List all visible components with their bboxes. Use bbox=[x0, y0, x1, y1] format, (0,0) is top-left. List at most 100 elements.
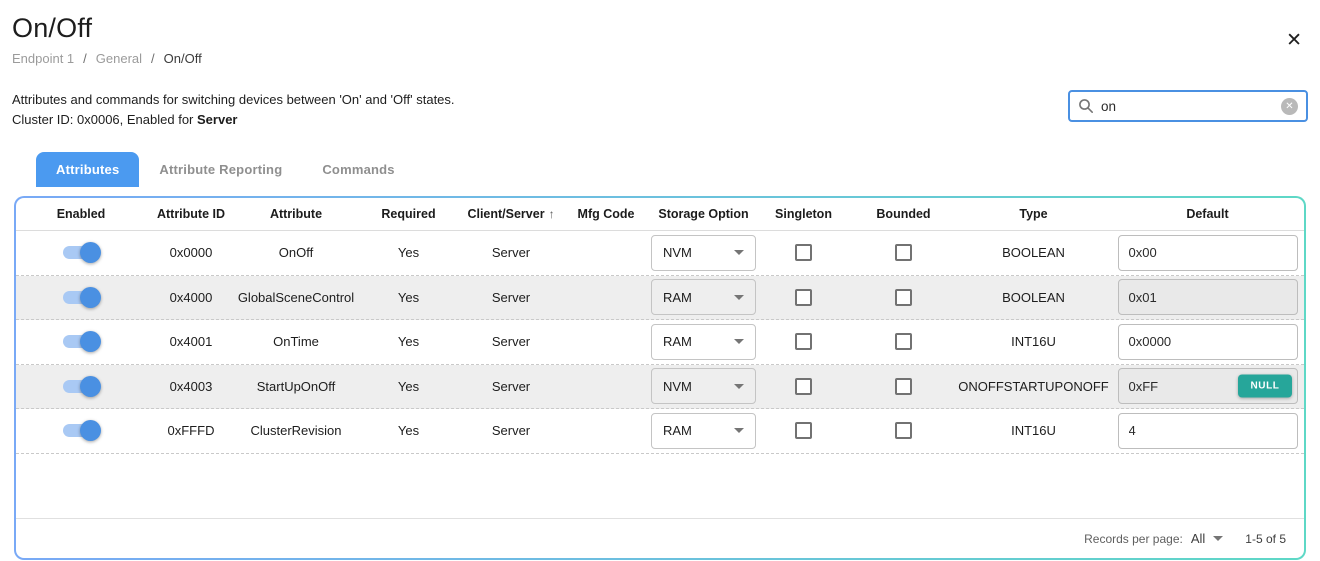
column-header-attribute[interactable]: Attribute bbox=[269, 207, 323, 221]
column-header-singleton[interactable]: Singleton bbox=[775, 207, 832, 221]
toggle-thumb bbox=[80, 420, 101, 442]
singleton-checkbox[interactable] bbox=[795, 422, 812, 440]
cell-default bbox=[1111, 279, 1304, 316]
cell-required: Yes bbox=[397, 334, 420, 350]
cell-client-server: Server bbox=[491, 334, 531, 350]
column-header-bounded[interactable]: Bounded bbox=[876, 207, 931, 221]
table-body: 0x0000 OnOff Yes Server NVM BOOLEAN 0x4000 Glob… bbox=[16, 231, 1304, 518]
pagination-range: 1-5 of 5 bbox=[1245, 531, 1286, 546]
singleton-checkbox[interactable] bbox=[795, 244, 812, 262]
storage-option-select[interactable]: RAM bbox=[651, 279, 756, 316]
cell-storage-option: RAM bbox=[651, 412, 756, 449]
column-header-attribute-id[interactable]: Attribute ID bbox=[156, 207, 226, 221]
enabled-toggle[interactable] bbox=[61, 242, 101, 264]
column-header-client-server[interactable]: Client/Server ↑ bbox=[467, 207, 555, 221]
storage-option-value: NVM bbox=[663, 245, 692, 261]
singleton-checkbox[interactable] bbox=[795, 333, 812, 351]
cell-bounded-checkbox bbox=[851, 333, 956, 351]
cell-attribute: OnOff bbox=[278, 245, 314, 261]
clear-search-icon[interactable]: ✕ bbox=[1281, 97, 1298, 115]
column-header-type[interactable]: Type bbox=[1019, 207, 1048, 221]
cell-singleton-checkbox bbox=[756, 244, 851, 262]
cell-default bbox=[1111, 412, 1304, 449]
cell-attribute-id: 0x4000 bbox=[169, 289, 213, 305]
chevron-down-icon bbox=[1213, 536, 1224, 541]
cell-enabled bbox=[16, 242, 146, 264]
cell-attribute-id: 0x0000 bbox=[169, 245, 213, 261]
default-value-wrapper: NULL bbox=[1117, 368, 1298, 405]
cell-singleton-checkbox bbox=[756, 288, 851, 306]
tab-attributes[interactable]: Attributes bbox=[36, 152, 140, 187]
default-value-input[interactable] bbox=[1117, 323, 1298, 360]
cell-default bbox=[1111, 234, 1304, 271]
search-input[interactable] bbox=[1101, 98, 1274, 114]
storage-option-value: NVM bbox=[663, 378, 692, 394]
cell-required: Yes bbox=[397, 378, 420, 394]
close-icon[interactable]: ✕ bbox=[1286, 30, 1302, 51]
onoff-cluster-dialog: On/Off ✕ Endpoint 1 / General / On/Off A… bbox=[0, 13, 1320, 561]
tab-attribute-reporting[interactable]: Attribute Reporting bbox=[159, 162, 283, 177]
cell-storage-option: NVM bbox=[651, 368, 756, 405]
breadcrumb-cluster: On/Off bbox=[163, 51, 202, 66]
default-value-input[interactable] bbox=[1117, 279, 1298, 316]
column-header-default[interactable]: Default bbox=[1186, 207, 1229, 221]
bounded-checkbox[interactable] bbox=[895, 377, 912, 395]
records-per-page-value: All bbox=[1190, 531, 1206, 546]
cell-client-server: Server bbox=[491, 378, 531, 394]
cell-attribute-id: 0xFFFD bbox=[167, 423, 215, 439]
bounded-checkbox[interactable] bbox=[895, 244, 912, 262]
column-header-storage-option[interactable]: Storage Option bbox=[658, 207, 749, 221]
chevron-down-icon bbox=[734, 250, 744, 256]
sort-ascending-icon: ↑ bbox=[548, 207, 555, 221]
cell-storage-option: NVM bbox=[651, 234, 756, 271]
records-per-page-select[interactable]: All bbox=[1190, 531, 1224, 546]
bounded-checkbox[interactable] bbox=[895, 288, 912, 306]
storage-option-value: RAM bbox=[663, 289, 692, 305]
attribute-search-box[interactable]: ✕ bbox=[1068, 90, 1308, 122]
chevron-down-icon bbox=[734, 428, 744, 434]
cell-attribute-id: 0x4001 bbox=[169, 334, 213, 350]
cluster-tabs: Attributes Attribute Reporting Commands bbox=[36, 152, 1320, 187]
enabled-toggle[interactable] bbox=[61, 331, 101, 353]
storage-option-select[interactable]: RAM bbox=[651, 412, 756, 449]
tab-commands[interactable]: Commands bbox=[322, 162, 395, 177]
default-value-wrapper bbox=[1117, 279, 1298, 316]
default-value-input[interactable] bbox=[1117, 412, 1298, 449]
enabled-toggle[interactable] bbox=[61, 286, 101, 308]
cell-attribute: StartUpOnOff bbox=[256, 378, 336, 394]
table-row: 0x4000 GlobalSceneControl Yes Server RAM BOOL… bbox=[16, 275, 1304, 320]
cell-required: Yes bbox=[397, 423, 420, 439]
bounded-checkbox[interactable] bbox=[895, 333, 912, 351]
table-row: 0x4001 OnTime Yes Server RAM INT16U bbox=[16, 320, 1304, 365]
cell-type: INT16U bbox=[1011, 423, 1056, 439]
column-header-required[interactable]: Required bbox=[381, 207, 436, 221]
default-value-input[interactable] bbox=[1117, 234, 1298, 271]
storage-option-select[interactable]: NVM bbox=[651, 368, 756, 405]
cell-type: ONOFFSTARTUPONOFF bbox=[958, 378, 1109, 394]
cell-bounded-checkbox bbox=[851, 244, 956, 262]
default-value-wrapper bbox=[1117, 412, 1298, 449]
cell-singleton-checkbox bbox=[756, 377, 851, 395]
singleton-checkbox[interactable] bbox=[795, 377, 812, 395]
singleton-checkbox[interactable] bbox=[795, 288, 812, 306]
enabled-toggle[interactable] bbox=[61, 375, 101, 397]
null-badge-button[interactable]: NULL bbox=[1238, 374, 1292, 398]
cell-default: NULL bbox=[1111, 368, 1304, 405]
cell-enabled bbox=[16, 375, 146, 397]
cell-enabled bbox=[16, 286, 146, 308]
breadcrumb-separator: / bbox=[151, 51, 155, 66]
cell-client-server: Server bbox=[491, 245, 531, 261]
cell-storage-option: RAM bbox=[651, 279, 756, 316]
storage-option-select[interactable]: RAM bbox=[651, 323, 756, 360]
column-header-mfg-code[interactable]: Mfg Code bbox=[577, 207, 635, 221]
cell-type: BOOLEAN bbox=[1002, 289, 1065, 305]
enabled-toggle[interactable] bbox=[61, 420, 101, 442]
cell-client-server: Server bbox=[491, 423, 531, 439]
toggle-thumb bbox=[80, 331, 101, 353]
bounded-checkbox[interactable] bbox=[895, 422, 912, 440]
column-header-enabled[interactable]: Enabled bbox=[56, 207, 106, 221]
storage-option-select[interactable]: NVM bbox=[651, 234, 756, 271]
attributes-table-card: Enabled Attribute ID Attribute Required Clie… bbox=[14, 196, 1306, 560]
default-value-wrapper bbox=[1117, 323, 1298, 360]
cluster-description-line1: Attributes and commands for switching de… bbox=[12, 92, 455, 107]
